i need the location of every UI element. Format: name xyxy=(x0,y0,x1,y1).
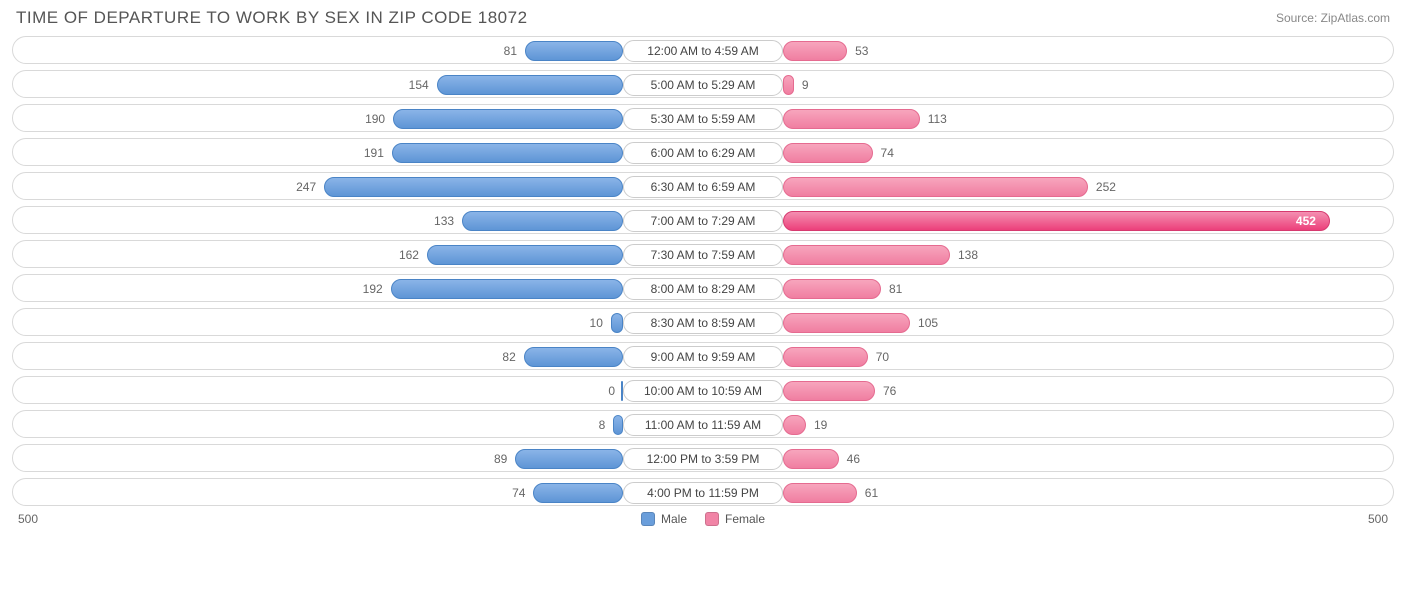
chart-area: 81 53 12:00 AM to 4:59 AM 154 9 5:00 AM to 5:… xyxy=(12,36,1394,506)
male-bar xyxy=(437,75,623,95)
chart-row: 81 53 12:00 AM to 4:59 AM xyxy=(12,36,1394,64)
male-bar xyxy=(393,109,623,129)
chart-row: 162 138 7:30 AM to 7:59 AM xyxy=(12,240,1394,268)
category-label: 8:00 AM to 8:29 AM xyxy=(623,278,783,300)
female-bar xyxy=(783,177,1088,197)
chart-row: 74 61 4:00 PM to 11:59 PM xyxy=(12,478,1394,506)
male-bar xyxy=(524,347,623,367)
category-label: 12:00 AM to 4:59 AM xyxy=(623,40,783,62)
chart-row: 191 74 6:00 AM to 6:29 AM xyxy=(12,138,1394,166)
category-label: 10:00 AM to 10:59 AM xyxy=(623,380,783,402)
chart-row: 10 105 8:30 AM to 8:59 AM xyxy=(12,308,1394,336)
category-label: 6:30 AM to 6:59 AM xyxy=(623,176,783,198)
female-bar xyxy=(783,279,881,299)
category-label: 5:30 AM to 5:59 AM xyxy=(623,108,783,130)
male-bar xyxy=(427,245,623,265)
legend-item-male: Male xyxy=(641,512,687,526)
female-bar xyxy=(783,313,910,333)
category-label: 5:00 AM to 5:29 AM xyxy=(623,74,783,96)
male-value-label: 247 xyxy=(296,173,316,201)
female-value-label: 105 xyxy=(918,309,938,337)
female-bar xyxy=(783,415,806,435)
chart-row: 192 81 8:00 AM to 8:29 AM xyxy=(12,274,1394,302)
female-value-label: 19 xyxy=(814,411,827,439)
male-bar xyxy=(611,313,623,333)
female-bar xyxy=(783,245,950,265)
female-value-label: 46 xyxy=(847,445,860,473)
category-label: 7:30 AM to 7:59 AM xyxy=(623,244,783,266)
category-label: 8:30 AM to 8:59 AM xyxy=(623,312,783,334)
male-value-label: 10 xyxy=(590,309,603,337)
female-bar xyxy=(783,449,839,469)
chart-container: TIME OF DEPARTURE TO WORK BY SEX IN ZIP … xyxy=(0,0,1406,536)
female-value-label: 61 xyxy=(865,479,878,507)
male-swatch xyxy=(641,512,655,526)
female-bar xyxy=(783,381,875,401)
male-value-label: 81 xyxy=(504,37,517,65)
male-bar xyxy=(515,449,623,469)
legend-label-female: Female xyxy=(725,512,765,526)
female-value-label: 113 xyxy=(928,105,947,133)
male-value-label: 133 xyxy=(434,207,454,235)
female-value-label: 53 xyxy=(855,37,868,65)
female-swatch xyxy=(705,512,719,526)
male-value-label: 74 xyxy=(512,479,525,507)
male-value-label: 162 xyxy=(399,241,419,269)
female-bar xyxy=(783,75,794,95)
chart-row: 8 19 11:00 AM to 11:59 AM xyxy=(12,410,1394,438)
male-bar xyxy=(324,177,623,197)
male-value-label: 192 xyxy=(363,275,383,303)
female-value-label: 81 xyxy=(889,275,902,303)
chart-row: 247 252 6:30 AM to 6:59 AM xyxy=(12,172,1394,200)
category-label: 11:00 AM to 11:59 AM xyxy=(623,414,783,436)
male-value-label: 0 xyxy=(608,377,615,405)
male-bar xyxy=(462,211,623,231)
male-value-label: 191 xyxy=(364,139,384,167)
female-value-label: 76 xyxy=(883,377,896,405)
female-value-label: 252 xyxy=(1096,173,1116,201)
axis-left-max: 500 xyxy=(18,512,38,526)
male-bar xyxy=(533,483,623,503)
female-bar xyxy=(783,211,1330,231)
female-bar xyxy=(783,41,847,61)
category-label: 4:00 PM to 11:59 PM xyxy=(623,482,783,504)
female-value-label: 74 xyxy=(881,139,894,167)
female-value-label: 452 xyxy=(1296,207,1316,235)
chart-row: 82 70 9:00 AM to 9:59 AM xyxy=(12,342,1394,370)
male-value-label: 8 xyxy=(599,411,606,439)
female-value-label: 70 xyxy=(876,343,889,371)
female-value-label: 138 xyxy=(958,241,978,269)
category-label: 9:00 AM to 9:59 AM xyxy=(623,346,783,368)
male-bar xyxy=(613,415,623,435)
header: TIME OF DEPARTURE TO WORK BY SEX IN ZIP … xyxy=(12,8,1394,28)
axis-right-max: 500 xyxy=(1368,512,1388,526)
chart-row: 154 9 5:00 AM to 5:29 AM xyxy=(12,70,1394,98)
legend: Male Female xyxy=(641,512,765,526)
chart-title: TIME OF DEPARTURE TO WORK BY SEX IN ZIP … xyxy=(16,8,528,28)
chart-row: 89 46 12:00 PM to 3:59 PM xyxy=(12,444,1394,472)
chart-footer: 500 Male Female 500 xyxy=(12,512,1394,526)
category-label: 7:00 AM to 7:29 AM xyxy=(623,210,783,232)
female-bar xyxy=(783,347,868,367)
female-bar xyxy=(783,143,873,163)
female-value-label: 9 xyxy=(802,71,809,99)
male-bar xyxy=(391,279,623,299)
legend-item-female: Female xyxy=(705,512,765,526)
male-bar xyxy=(392,143,623,163)
female-bar xyxy=(783,109,920,129)
male-value-label: 154 xyxy=(409,71,429,99)
chart-row: 190 113 5:30 AM to 5:59 AM xyxy=(12,104,1394,132)
legend-label-male: Male xyxy=(661,512,687,526)
source-attribution: Source: ZipAtlas.com xyxy=(1276,11,1390,25)
category-label: 12:00 PM to 3:59 PM xyxy=(623,448,783,470)
category-label: 6:00 AM to 6:29 AM xyxy=(623,142,783,164)
male-value-label: 89 xyxy=(494,445,507,473)
chart-row: 0 76 10:00 AM to 10:59 AM xyxy=(12,376,1394,404)
male-bar xyxy=(525,41,623,61)
female-bar xyxy=(783,483,857,503)
male-value-label: 190 xyxy=(365,105,385,133)
male-value-label: 82 xyxy=(502,343,515,371)
chart-row: 133 452 7:00 AM to 7:29 AM xyxy=(12,206,1394,234)
